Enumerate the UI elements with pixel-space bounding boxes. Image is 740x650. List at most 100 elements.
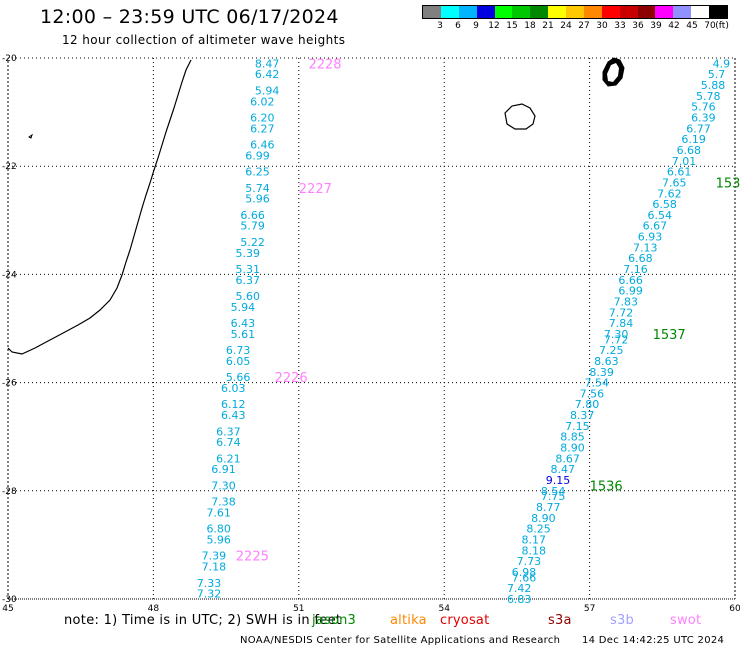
- wave-height-value: 5.78: [696, 90, 721, 103]
- lon-tick-label: 48: [148, 604, 160, 614]
- wave-height-value: 6.93: [638, 231, 663, 244]
- wave-height-value: 6.43: [231, 317, 256, 330]
- color-legend: 3 6 9 12 15 18 21 24 27 30 33 36 39 42 45 70 (ft): [422, 5, 729, 35]
- legend-swatch: [512, 6, 531, 18]
- wave-height-value: 5.76: [691, 101, 716, 114]
- wave-height-value: 6.77: [686, 122, 711, 135]
- wave-height-value: 6.99: [618, 285, 643, 298]
- legend-label: 33: [614, 21, 626, 31]
- reunion-island: [504, 103, 536, 130]
- lon-tick-label: 60: [729, 604, 740, 614]
- wave-height-value: 7.33: [197, 577, 222, 590]
- wave-height-value: 8.17: [521, 533, 546, 546]
- legend-label: (ft): [715, 21, 729, 31]
- map-title: 12:00 – 23:59 UTC 06/17/2024: [40, 6, 339, 28]
- legend-label: 39: [650, 21, 662, 31]
- legend-label: 70: [704, 21, 716, 31]
- islet: [28, 133, 33, 139]
- wave-height-value: 5.79: [240, 220, 265, 233]
- pass-number-label: 2225: [236, 550, 269, 565]
- pass-number-label: 2228: [308, 57, 341, 72]
- lat-tick-label: -30: [2, 595, 17, 605]
- wave-height-value: 7.30: [604, 328, 629, 341]
- satellite-name-cryosat: cryosat: [440, 613, 490, 628]
- legend-label: 30: [596, 21, 608, 31]
- wave-height-value: 5.94: [231, 301, 256, 314]
- lon-tick-label: 45: [2, 604, 13, 614]
- legend-label: 42: [668, 21, 680, 31]
- wave-height-value: 6.91: [211, 463, 236, 476]
- wave-height-value: 6.66: [240, 209, 265, 222]
- wave-height-value: 9.15: [546, 474, 571, 487]
- wave-height-value: 5.94: [255, 84, 280, 97]
- wave-height-value: 6.43: [221, 409, 246, 422]
- pass-number-label: 2227: [299, 182, 332, 197]
- wave-height-value: 6.66: [618, 274, 643, 287]
- wave-height-value: 6.58: [652, 198, 677, 211]
- wave-height-value: 6.37: [236, 274, 261, 287]
- legend-swatch: [691, 6, 709, 18]
- legend-swatch: [458, 6, 477, 18]
- wave-height-value: 7.84: [609, 317, 634, 330]
- wave-height-value: 7.66: [512, 571, 537, 584]
- satellite-name-swot: swot: [670, 613, 702, 628]
- wave-height-value: 6.19: [681, 133, 706, 146]
- wave-height-value: 6.03: [221, 382, 246, 395]
- legend-swatch: [709, 6, 727, 18]
- wave-height-value: 8.39: [589, 366, 614, 379]
- wave-height-value: 6.02: [250, 95, 275, 108]
- legend-label: 45: [686, 21, 698, 31]
- legend-label: 12: [488, 21, 500, 31]
- wave-height-value: 7.83: [614, 295, 639, 308]
- wave-height-value: 6.42: [255, 68, 280, 81]
- wave-height-value: 7.56: [580, 387, 605, 400]
- legend-swatch: [673, 6, 692, 18]
- wave-height-value: 7.75: [541, 490, 566, 503]
- madagascar-coastline: [7, 59, 192, 355]
- legend-label: 24: [560, 21, 572, 31]
- mauritius-inner: [607, 63, 619, 82]
- wave-height-value: 6.46: [250, 139, 275, 152]
- legend-label: 9: [473, 21, 479, 31]
- pass-number-label: 1536: [590, 479, 623, 494]
- wave-height-value: 8.90: [560, 442, 585, 455]
- wave-height-value: 7.13: [633, 241, 658, 254]
- wave-height-value: 7.18: [202, 561, 227, 574]
- wave-height-value: 7.39: [202, 550, 227, 563]
- satellite-name-s3b: s3b: [610, 613, 634, 628]
- wave-height-value: 7.72: [609, 306, 634, 319]
- satellite-name-s3a: s3a: [548, 613, 572, 628]
- wave-height-value: 7.72: [604, 333, 629, 346]
- legend-swatch: [655, 6, 674, 18]
- lat-tick-label: -24: [2, 270, 17, 280]
- wave-height-value: 6.27: [250, 122, 275, 135]
- pass-number-label: 2226: [275, 371, 308, 386]
- lon-tick-label: 57: [584, 604, 595, 614]
- wave-height-value: 6.74: [216, 436, 241, 449]
- legend-label: 15: [506, 21, 518, 31]
- legend-swatch: [494, 6, 513, 18]
- legend-swatch: [637, 6, 656, 18]
- satellite-name-jason3: jason3: [312, 613, 357, 628]
- legend-label: 18: [524, 21, 536, 31]
- wave-height-value: 7.54: [584, 377, 609, 390]
- wave-height-value: 6.05: [226, 355, 251, 368]
- credit-line: NOAA/NESDIS Center for Satellite Applica…: [240, 635, 561, 646]
- wave-height-value: 6.37: [216, 425, 241, 438]
- footnote: note: 1) Time is in UTC; 2) SWH is in fe…: [64, 613, 342, 628]
- wave-height-value: 7.30: [211, 479, 236, 492]
- wave-height-value: 8.67: [555, 452, 580, 465]
- wave-height-value: 8.18: [521, 544, 546, 557]
- wave-height-value: 8.85: [560, 431, 585, 444]
- legend-swatch: [423, 6, 441, 18]
- wave-height-value: 5.60: [236, 290, 261, 303]
- wave-height-value: 8.37: [570, 409, 595, 422]
- wave-height-value: 7.80: [575, 398, 600, 411]
- lon-tick-label: 54: [438, 604, 450, 614]
- wave-height-value: 6.54: [647, 209, 672, 222]
- lat-tick-label: -26: [2, 379, 17, 389]
- legend-swatch: [440, 6, 459, 18]
- wave-height-value: 5.66: [226, 371, 251, 384]
- lat-tick-label: -28: [2, 487, 17, 497]
